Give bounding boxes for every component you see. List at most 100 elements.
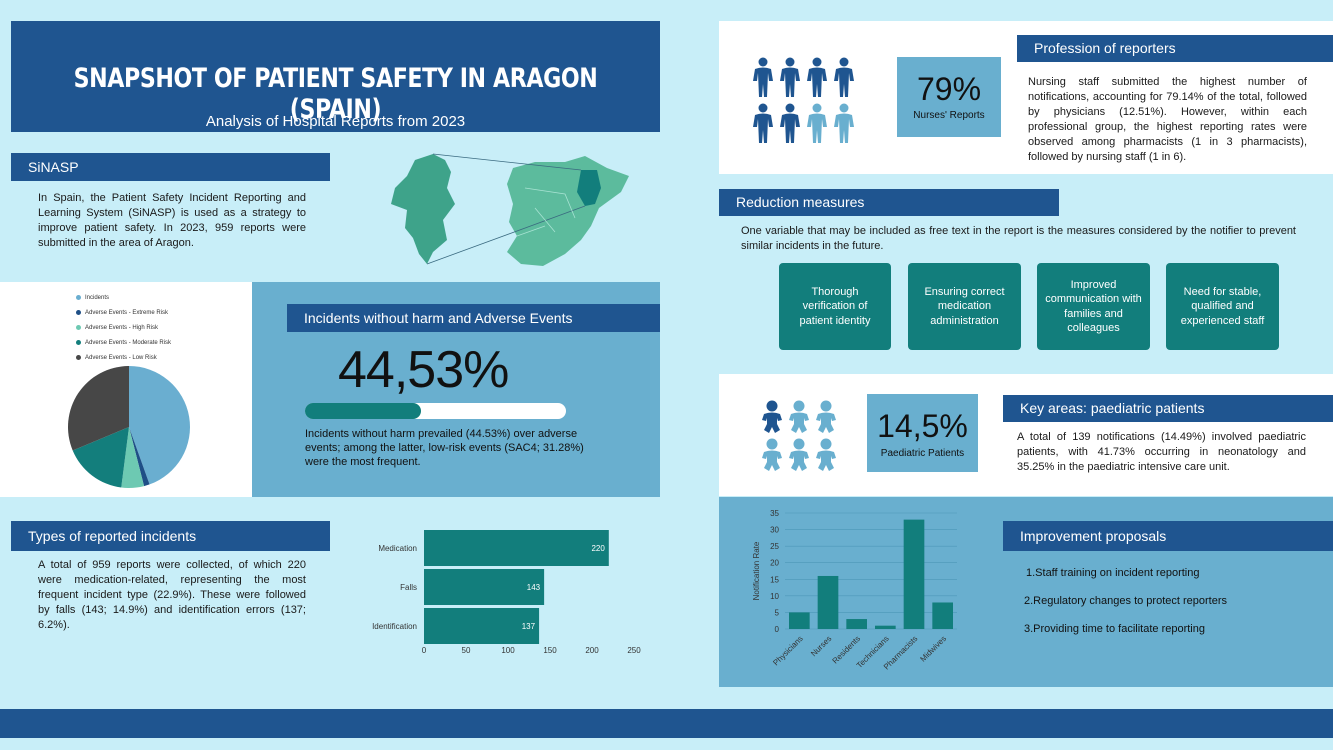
pie-slice bbox=[129, 366, 190, 485]
x-tick-label: 50 bbox=[462, 646, 471, 655]
person-icon bbox=[780, 103, 800, 143]
reduction-card: Thorough verification of patient identit… bbox=[779, 263, 891, 350]
bar bbox=[932, 602, 953, 629]
incidents-progress-track bbox=[305, 403, 566, 419]
paediatric-heading: Key areas: paediatric patients bbox=[1003, 395, 1333, 422]
paediatric-stat-box: 14,5% Paediatric Patients bbox=[867, 394, 978, 472]
person-icon bbox=[807, 57, 827, 97]
paediatric-big-value: 14,5% bbox=[877, 408, 968, 444]
x-tick-label: 100 bbox=[501, 646, 515, 655]
person-icon bbox=[807, 103, 827, 143]
title-banner: SNAPSHOT OF PATIENT SAFETY IN ARAGON (SP… bbox=[11, 21, 660, 132]
reduction-card: Ensuring correct medication administrati… bbox=[908, 263, 1021, 350]
bar bbox=[846, 619, 867, 629]
legend-item: Adverse Events - Low Risk bbox=[76, 350, 171, 365]
legend-swatch bbox=[76, 295, 81, 300]
person-icon bbox=[834, 57, 854, 97]
sinasp-text: In Spain, the Patient Safety Incident Re… bbox=[38, 192, 306, 249]
bar bbox=[424, 530, 609, 566]
improvement-panel: 0 5 10 15 20 25 30 35 Notification Rate Physician… bbox=[719, 497, 1333, 687]
legend-item: Incidents bbox=[76, 290, 171, 305]
bar bbox=[789, 612, 810, 629]
improvement-item: 3.Providing time to facilitate reporting bbox=[1024, 623, 1205, 635]
bar-category-label: Nurses bbox=[809, 634, 833, 658]
pie-chart-panel: Incidents Adverse Events - Extreme Risk … bbox=[0, 282, 252, 497]
legend-swatch bbox=[76, 340, 81, 345]
y-tick-label: 5 bbox=[775, 608, 780, 617]
x-tick-label: 0 bbox=[422, 646, 427, 655]
person-icon bbox=[780, 57, 800, 97]
paediatric-big-label: Paediatric Patients bbox=[880, 448, 965, 459]
bar-category-label: Midwives bbox=[918, 634, 948, 664]
legend-swatch bbox=[76, 325, 81, 330]
y-tick-label: 35 bbox=[770, 509, 779, 518]
person-icon bbox=[753, 103, 773, 143]
bar bbox=[817, 575, 839, 629]
baby-icon bbox=[762, 438, 782, 471]
x-tick-label: 250 bbox=[627, 646, 641, 655]
bar-value-label: 143 bbox=[527, 583, 541, 592]
x-tick-label: 150 bbox=[543, 646, 557, 655]
sinasp-heading: SiNASP bbox=[11, 153, 330, 181]
y-tick-label: 0 bbox=[775, 625, 780, 634]
profession-panel: 79% Nurses' Reports Profession of report… bbox=[719, 21, 1333, 174]
paediatric-panel: 14,5% Paediatric Patients Key areas: pae… bbox=[719, 374, 1333, 496]
y-tick-label: 30 bbox=[770, 526, 779, 535]
legend-item: Adverse Events - High Risk bbox=[76, 320, 171, 335]
footer-bar bbox=[0, 709, 1333, 738]
page-title: SNAPSHOT OF PATIENT SAFETY IN ARAGON (SP… bbox=[73, 63, 598, 125]
legend-item: Adverse Events - Moderate Risk bbox=[76, 335, 171, 350]
baby-icon bbox=[816, 438, 836, 471]
bar-category-label: Identification bbox=[372, 622, 417, 631]
person-icon bbox=[834, 103, 854, 143]
pie-slice bbox=[129, 427, 150, 487]
bar bbox=[903, 519, 925, 629]
person-icon bbox=[753, 57, 773, 97]
improvement-heading: Improvement proposals bbox=[1003, 521, 1333, 551]
x-tick-label: 200 bbox=[585, 646, 599, 655]
page-subtitle: Analysis of Hospital Reports from 2023 bbox=[205, 113, 466, 130]
incidents-heading: Incidents without harm and Adverse Event… bbox=[287, 304, 660, 332]
baby-icon bbox=[789, 400, 809, 433]
aragon-highlight bbox=[577, 170, 601, 206]
legend-item: Adverse Events - Extreme Risk bbox=[76, 305, 171, 320]
bar bbox=[424, 569, 545, 605]
incidents-text: Incidents without harm prevailed (44.53%… bbox=[305, 428, 584, 468]
paediatric-text: A total of 139 notifications (14.49%) in… bbox=[1017, 431, 1306, 473]
bar-category-label: Medication bbox=[378, 544, 417, 553]
pie-chart bbox=[68, 366, 190, 488]
types-text: A total of 959 reports were collected, o… bbox=[38, 559, 306, 631]
bar-value-label: 220 bbox=[591, 544, 605, 553]
map-illustration bbox=[391, 153, 629, 266]
y-tick-label: 25 bbox=[770, 542, 779, 551]
reduction-card: Improved communication with families and… bbox=[1037, 263, 1150, 350]
incidents-progress-fill bbox=[305, 403, 422, 419]
pie-slice bbox=[68, 366, 129, 451]
reduction-card: Need for stable, qualified and experienc… bbox=[1166, 263, 1279, 350]
bar-value-label: 137 bbox=[522, 622, 536, 631]
y-tick-label: 20 bbox=[770, 559, 779, 568]
profession-heading: Profession of reporters bbox=[1017, 35, 1333, 62]
baby-icon bbox=[816, 400, 836, 433]
baby-icon bbox=[789, 438, 809, 471]
pie-slice bbox=[72, 427, 129, 488]
bar-category-label: Physicians bbox=[771, 634, 804, 667]
spain-map bbox=[507, 156, 629, 266]
nurses-big-value: 79% bbox=[916, 71, 982, 107]
notification-rate-bar-chart: 0 5 10 15 20 25 30 35 Notification Rate Physician… bbox=[752, 509, 957, 672]
y-tick-label: 10 bbox=[770, 592, 779, 601]
bar bbox=[875, 625, 896, 629]
reduction-text: One variable that may be included as fre… bbox=[741, 225, 1296, 252]
profession-text: Nursing staff submitted the highest numb… bbox=[1028, 76, 1307, 163]
legend-swatch bbox=[76, 355, 81, 360]
incidents-panel: Incidents without harm and Adverse Event… bbox=[252, 282, 660, 497]
legend-swatch bbox=[76, 310, 81, 315]
baby-icon bbox=[762, 400, 782, 433]
pie-slice bbox=[121, 427, 145, 488]
y-axis-label: Notification Rate bbox=[752, 541, 761, 600]
aragon-map bbox=[391, 154, 455, 264]
incident-types-bar-chart: Medication 220 Falls 143 Identification 137 0 5… bbox=[372, 530, 641, 655]
reduction-heading: Reduction measures bbox=[719, 189, 1059, 216]
bar-category-label: Falls bbox=[400, 583, 417, 592]
y-tick-label: 15 bbox=[770, 575, 779, 584]
